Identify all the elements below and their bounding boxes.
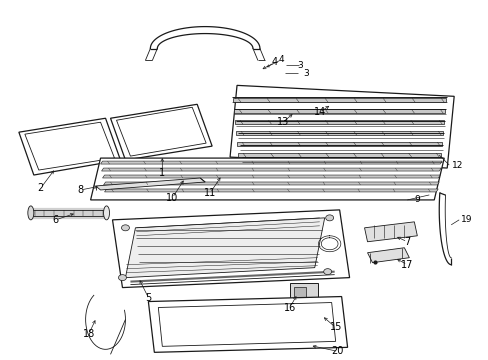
Text: 20: 20 xyxy=(331,346,343,356)
Ellipse shape xyxy=(323,269,331,275)
Ellipse shape xyxy=(103,206,109,220)
Polygon shape xyxy=(112,210,349,288)
Text: 9: 9 xyxy=(414,195,419,204)
Text: 18: 18 xyxy=(82,329,95,339)
Polygon shape xyxy=(116,107,206,156)
Text: 7: 7 xyxy=(404,237,409,247)
Polygon shape xyxy=(148,297,347,352)
Text: 4: 4 xyxy=(279,55,284,64)
Polygon shape xyxy=(19,118,120,175)
Text: 16: 16 xyxy=(283,302,295,312)
Ellipse shape xyxy=(121,225,129,231)
Text: 1: 1 xyxy=(159,168,165,178)
Polygon shape xyxy=(103,182,438,185)
Polygon shape xyxy=(104,189,437,192)
Polygon shape xyxy=(229,85,453,168)
Polygon shape xyxy=(309,307,335,328)
Polygon shape xyxy=(236,131,442,135)
Polygon shape xyxy=(234,109,444,113)
Polygon shape xyxy=(237,142,441,146)
Polygon shape xyxy=(102,168,440,171)
Polygon shape xyxy=(364,222,416,242)
Text: 14: 14 xyxy=(313,107,325,117)
Text: 11: 11 xyxy=(203,188,216,198)
Text: 13: 13 xyxy=(276,117,288,127)
Polygon shape xyxy=(233,98,446,102)
Text: 6: 6 xyxy=(53,215,59,225)
Text: 12: 12 xyxy=(450,161,462,170)
Ellipse shape xyxy=(28,206,34,220)
Polygon shape xyxy=(95,178,205,190)
Polygon shape xyxy=(367,248,408,263)
Text: 3: 3 xyxy=(296,61,302,70)
Polygon shape xyxy=(238,153,440,157)
Polygon shape xyxy=(101,161,441,164)
Text: 2: 2 xyxy=(38,183,44,193)
Polygon shape xyxy=(25,122,114,170)
Text: 15: 15 xyxy=(329,323,341,332)
Text: 5: 5 xyxy=(145,293,151,302)
Ellipse shape xyxy=(118,275,126,280)
Polygon shape xyxy=(90,158,443,200)
Text: 4: 4 xyxy=(271,58,277,67)
Text: 19: 19 xyxy=(461,215,472,224)
Polygon shape xyxy=(158,302,335,346)
Text: 3: 3 xyxy=(302,69,308,78)
Polygon shape xyxy=(293,287,305,297)
Polygon shape xyxy=(312,310,323,319)
Text: 17: 17 xyxy=(400,260,413,270)
Ellipse shape xyxy=(325,215,333,221)
Polygon shape xyxy=(110,104,212,160)
Polygon shape xyxy=(235,120,443,124)
Polygon shape xyxy=(102,175,439,178)
Text: 8: 8 xyxy=(78,185,83,195)
Text: 10: 10 xyxy=(166,193,178,203)
Polygon shape xyxy=(125,218,324,278)
Polygon shape xyxy=(289,283,317,305)
